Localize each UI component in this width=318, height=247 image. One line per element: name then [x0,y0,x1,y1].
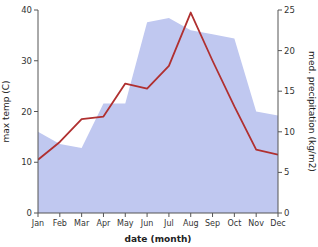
chart: 0 10 20 30 40 0 5 10 15 20 25 Jan Feb Mar Apr May Jun Jul… [0,0,318,247]
temp-line [38,13,278,160]
y-tick-label: 30 [21,56,32,66]
x-tick-label: Feb [53,219,67,228]
x-tick [59,213,60,217]
x-tick [168,213,169,217]
y2-tick-label: 15 [284,86,295,96]
x-tick [147,213,148,217]
x-tick [125,213,126,217]
x-tick-label: Oct [227,219,241,228]
x-tick-label: Nov [248,219,264,228]
x-tick-label: Apr [97,219,112,228]
precip-area [38,18,278,213]
y2-tick [278,91,282,92]
y-tick-label: 40 [21,5,32,15]
y2-tick-label: 0 [284,208,289,218]
x-tick [256,213,257,217]
y-tick [34,60,38,61]
y2-tick-label: 5 [284,167,289,177]
y-tick [34,213,38,214]
y2-tick-label: 20 [284,46,295,56]
y2-tick-label: 25 [284,5,295,15]
x-axis-line [38,213,278,214]
x-tick [38,213,39,217]
y-tick [34,111,38,112]
y-tick [34,10,38,11]
y-tick [34,162,38,163]
x-tick [81,213,82,217]
y2-tick [278,10,282,11]
x-tick-label: Jan [31,219,44,228]
y2-tick [278,50,282,51]
x-tick [212,213,213,217]
y2-tick [278,213,282,214]
x-tick [103,213,104,217]
y-tick-label: 20 [21,107,32,117]
x-tick-label: Dec [270,219,285,228]
y2-tick-label: 10 [284,127,295,137]
y2-axis-label: med. precipitation (kg/m2) [307,51,317,172]
y2-axis-line [278,10,279,213]
y-tick-label: 0 [27,208,32,218]
x-tick-label: May [117,219,134,228]
x-tick-label: Jun [140,219,154,228]
y2-tick [278,131,282,132]
axes [34,10,282,217]
x-tick-label: Jul [163,219,174,228]
marks [38,13,278,213]
x-axis-label: date (month) [125,234,192,244]
y2-tick [278,172,282,173]
x-tick [190,213,191,217]
y-axis-label: max temp (C) [1,80,11,142]
x-tick-label: Aug [183,219,199,228]
y-tick-label: 10 [21,157,32,167]
x-tick-label: Mar [74,219,90,228]
x-tick [234,213,235,217]
x-tick [278,213,279,217]
x-tick-label: Sep [205,219,220,228]
